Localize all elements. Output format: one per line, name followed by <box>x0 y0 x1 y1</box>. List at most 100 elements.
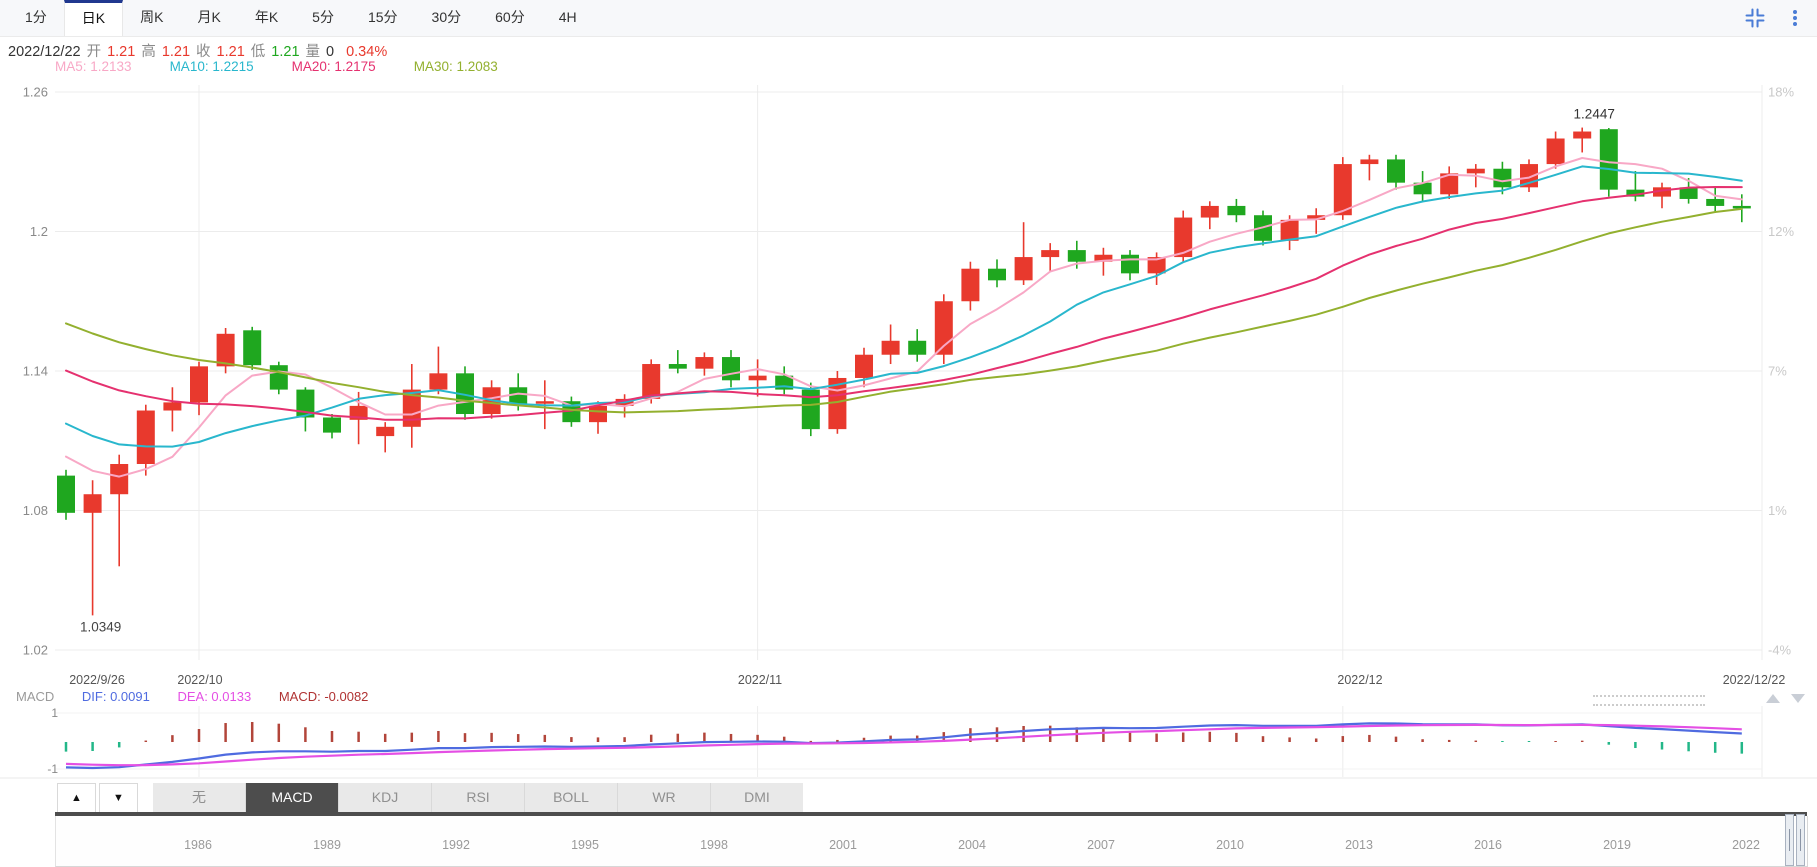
nav-year-label: 1989 <box>313 838 341 852</box>
scroll-down-button[interactable]: ▼ <box>99 782 138 813</box>
info-field-value: 1.21 <box>216 44 245 60</box>
candle-body <box>642 364 661 399</box>
candle-body <box>855 354 873 378</box>
candle-body <box>1413 182 1432 195</box>
candle-body <box>535 401 554 404</box>
info-field-label: 开 <box>86 44 102 60</box>
candle-body <box>1440 173 1459 195</box>
candle-body <box>57 475 75 513</box>
indicator-tab-WR[interactable]: WR <box>618 783 711 812</box>
candle-body <box>1573 131 1592 139</box>
candle-body <box>668 364 687 369</box>
indicator-bar: ▲ ▼ 无 MACD KDJ RSI BOLL WR DMI <box>57 782 803 813</box>
indicator-tab-无[interactable]: 无 <box>153 783 246 812</box>
candle-body <box>1307 215 1326 220</box>
highest-price-label: 1.2447 <box>1574 107 1615 122</box>
nav-year-label: 1986 <box>184 838 212 852</box>
candle-body <box>1626 189 1645 197</box>
info-field-label: 量 <box>305 44 321 60</box>
price-axis-label: 1.14 <box>23 364 48 379</box>
interval-tab-月K[interactable]: 月K <box>197 9 221 25</box>
candle-body <box>163 402 182 411</box>
lowest-price-label: 1.0349 <box>80 619 121 634</box>
percent-axis-label: 7% <box>1768 364 1787 379</box>
candle-body <box>1280 219 1299 241</box>
candle-body <box>456 373 474 415</box>
ma-legend: MA5: 1.2133 MA10: 1.2215 MA20: 1.2175 MA30:… <box>55 59 536 76</box>
panel-collapse-icon[interactable] <box>1791 694 1805 703</box>
panel-resize-handle[interactable] <box>1593 695 1705 706</box>
candle-body <box>376 426 395 437</box>
change-percent: 0.34% <box>346 44 388 60</box>
macd-axis-label: -1 <box>47 762 58 776</box>
interval-tab-5分[interactable]: 5分 <box>312 9 334 25</box>
date-label: 2022/9/26 <box>69 673 125 687</box>
macd-plot-area[interactable] <box>55 706 1762 777</box>
interval-tab-周K[interactable]: 周K <box>140 9 164 25</box>
candle-body <box>801 389 820 430</box>
info-field-value: 1.21 <box>271 44 300 60</box>
candle-body <box>509 387 528 404</box>
more-menu-icon[interactable] <box>1783 6 1807 30</box>
nav-year-label: 1995 <box>571 838 599 852</box>
candle-body <box>136 410 155 464</box>
info-field-value: 0 <box>326 44 335 60</box>
candle-body <box>1227 205 1246 216</box>
indicator-tab-BOLL[interactable]: BOLL <box>525 783 618 812</box>
indicator-tab-KDJ[interactable]: KDJ <box>339 783 432 812</box>
navigator-handle-right[interactable] <box>1796 814 1805 866</box>
macd-header: MACD DIF: 0.0091 DEA: 0.0133 MACD: -0.00… <box>16 689 392 705</box>
price-axis-label: 1.2 <box>30 224 48 239</box>
price-axis-label: 1.02 <box>23 643 48 658</box>
indicator-tab-RSI[interactable]: RSI <box>432 783 525 812</box>
price-axis-label: 1.08 <box>23 503 48 518</box>
nav-year-label: 2013 <box>1345 838 1373 852</box>
candle-body <box>1041 250 1060 258</box>
macd-dea-value: DEA: 0.0133 <box>177 689 252 704</box>
interval-tab-日K[interactable]: 日K <box>63 0 124 36</box>
ma-legend-ma30: MA30: 1.2083 <box>413 59 498 74</box>
candle-body <box>323 417 341 433</box>
info-field-label: 低 <box>250 44 266 60</box>
candle-body <box>695 357 714 369</box>
navigator-year-axis: 1986 1989 1992 1995 1998 2001 2004 2007 2010 2013… <box>0 838 1817 852</box>
info-field-value: 1.21 <box>107 44 136 60</box>
interval-tab-60分[interactable]: 60分 <box>495 9 525 25</box>
candle-body <box>1360 159 1379 165</box>
macd-title: MACD <box>16 689 55 704</box>
date-label: 2022/12 <box>1337 673 1383 687</box>
candle-body <box>402 389 421 427</box>
candle-body <box>1679 187 1698 199</box>
ma10-line <box>65 165 1743 448</box>
indicator-tab-MACD[interactable]: MACD <box>246 783 339 812</box>
candle-body <box>1067 250 1086 262</box>
interval-tab-15分[interactable]: 15分 <box>367 9 398 25</box>
candle-body <box>988 268 1006 281</box>
indicator-tab-DMI[interactable]: DMI <box>711 783 803 812</box>
candle-body <box>1200 205 1219 218</box>
collapse-icon[interactable] <box>1743 6 1767 30</box>
nav-year-label: 1992 <box>442 838 470 852</box>
tabbar-icons <box>1743 0 1807 36</box>
panel-expand-icon[interactable] <box>1766 694 1780 703</box>
interval-tab-4H[interactable]: 4H <box>558 9 577 25</box>
ma30-line <box>65 207 1743 414</box>
navigator-handle-left[interactable] <box>1785 814 1794 866</box>
interval-tab-年K[interactable]: 年K <box>254 9 279 25</box>
interval-tab-30分[interactable]: 30分 <box>431 9 462 25</box>
info-field-value: 1.21 <box>161 44 191 60</box>
interval-tabbar: 1分 日K 周K 月K 年K 5分 15分 30分 60分 4H <box>0 0 1817 37</box>
nav-year-label: 2007 <box>1087 838 1115 852</box>
candle-body <box>908 340 927 355</box>
interval-tab-1分[interactable]: 1分 <box>25 9 47 25</box>
nav-year-label: 1998 <box>700 838 728 852</box>
nav-year-label: 2022 <box>1732 838 1760 852</box>
candle-body <box>1599 129 1618 190</box>
nav-year-label: 2001 <box>829 838 857 852</box>
scroll-up-button[interactable]: ▲ <box>57 782 96 813</box>
price-axis-label: 1.26 <box>23 85 48 100</box>
info-field-label: 收 <box>196 44 211 60</box>
candle-body <box>190 366 208 403</box>
candle-body <box>961 268 980 302</box>
